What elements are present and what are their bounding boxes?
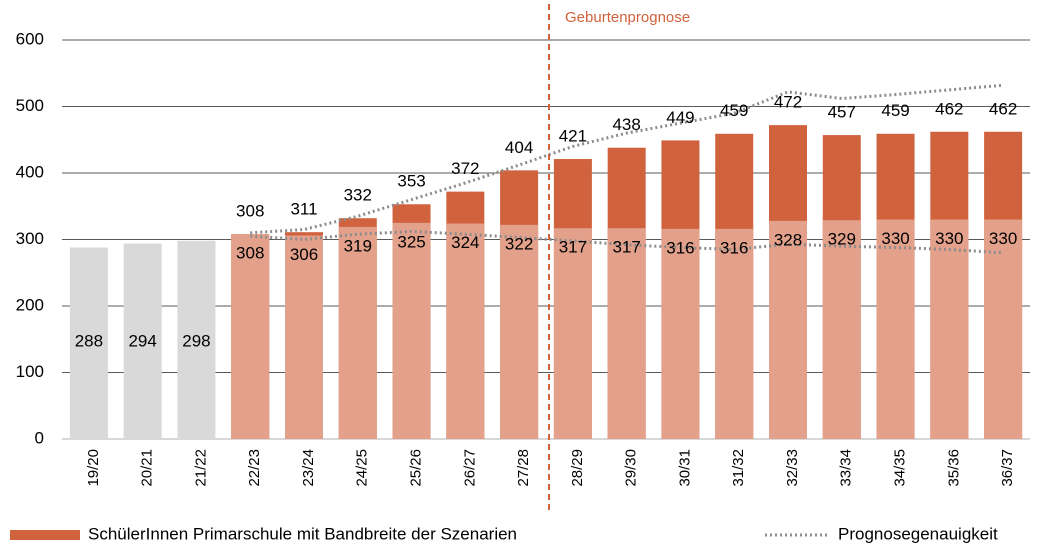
data-label: 322 — [505, 234, 533, 253]
bar — [500, 224, 539, 439]
x-tick-label: 22/23 — [246, 449, 263, 487]
bar — [446, 223, 485, 439]
data-label: 306 — [290, 245, 318, 264]
data-label: 325 — [397, 232, 425, 251]
bar — [231, 234, 270, 439]
bar — [392, 222, 431, 439]
x-tick-label: 19/20 — [85, 449, 102, 487]
data-label: 457 — [828, 103, 856, 122]
legend-swatch — [10, 530, 80, 540]
y-tick-label: 300 — [16, 229, 44, 248]
bar — [715, 228, 754, 439]
x-tick-label: 25/26 — [408, 449, 425, 487]
annotation: Geburtenprognose — [565, 9, 690, 26]
y-tick-label: 500 — [16, 96, 44, 115]
x-tick-label: 30/31 — [676, 449, 693, 487]
data-label: 459 — [881, 101, 909, 120]
bar — [984, 219, 1023, 439]
x-tick-label: 26/27 — [461, 449, 478, 487]
data-label: 328 — [774, 230, 802, 249]
x-tick-label: 32/33 — [784, 449, 801, 487]
band-line — [250, 230, 1004, 255]
data-label: 317 — [612, 238, 640, 257]
data-label: 308 — [236, 244, 264, 263]
band-line — [250, 83, 1004, 235]
x-tick-label: 33/34 — [838, 449, 855, 487]
data-label: 329 — [828, 230, 856, 249]
data-label: 316 — [720, 238, 748, 257]
legend-label: Prognosegenauigkeit — [838, 524, 998, 543]
x-tick-label: 23/24 — [300, 449, 317, 487]
bar — [930, 219, 969, 439]
data-label: 319 — [344, 236, 372, 255]
y-tick-label: 400 — [16, 162, 44, 181]
y-tick-label: 600 — [16, 29, 44, 48]
x-tick-label: 21/22 — [192, 449, 209, 487]
data-label: 404 — [505, 138, 533, 157]
bar — [69, 247, 108, 439]
bar — [285, 235, 323, 439]
data-label: 330 — [935, 229, 963, 248]
data-label: 324 — [451, 233, 479, 252]
data-label: 317 — [559, 238, 587, 257]
data-label: 316 — [666, 238, 694, 257]
bar — [553, 228, 592, 439]
data-label: 472 — [774, 93, 802, 112]
bar — [123, 243, 162, 439]
data-label: 462 — [935, 99, 963, 118]
x-tick-label: 31/32 — [730, 449, 747, 487]
legend-label: SchülerInnen Primarschule mit Bandbreite… — [88, 524, 517, 543]
data-label: 438 — [612, 115, 640, 134]
bar — [769, 220, 807, 439]
x-tick-label: 36/37 — [999, 449, 1016, 487]
data-label: 298 — [182, 331, 210, 350]
y-tick-label: 0 — [35, 428, 44, 447]
data-label: 294 — [128, 331, 156, 350]
data-label: 459 — [720, 101, 748, 120]
bar — [876, 219, 915, 439]
bar — [822, 220, 861, 439]
data-label: 421 — [559, 127, 587, 146]
data-label: 330 — [881, 229, 909, 248]
bar — [607, 228, 646, 439]
data-label: 308 — [236, 202, 264, 221]
bar — [661, 228, 700, 439]
x-tick-label: 29/30 — [623, 449, 640, 487]
data-label: 462 — [989, 99, 1017, 118]
data-label: 288 — [75, 331, 103, 350]
data-label: 330 — [989, 229, 1017, 248]
x-tick-label: 35/36 — [945, 449, 962, 487]
x-tick-label: 20/21 — [139, 449, 156, 487]
data-label: 332 — [344, 186, 372, 205]
data-label: 311 — [290, 200, 317, 219]
x-tick-label: 24/25 — [354, 449, 371, 487]
bar — [338, 226, 377, 439]
x-tick-label: 28/29 — [569, 449, 586, 487]
x-tick-label: 27/28 — [515, 449, 532, 487]
data-label: 353 — [397, 172, 425, 191]
bar — [177, 240, 216, 439]
data-label: 372 — [451, 159, 479, 178]
data-label: 449 — [666, 108, 694, 127]
y-tick-label: 100 — [16, 362, 44, 381]
x-tick-label: 34/35 — [892, 449, 909, 487]
y-tick-label: 200 — [16, 295, 44, 314]
